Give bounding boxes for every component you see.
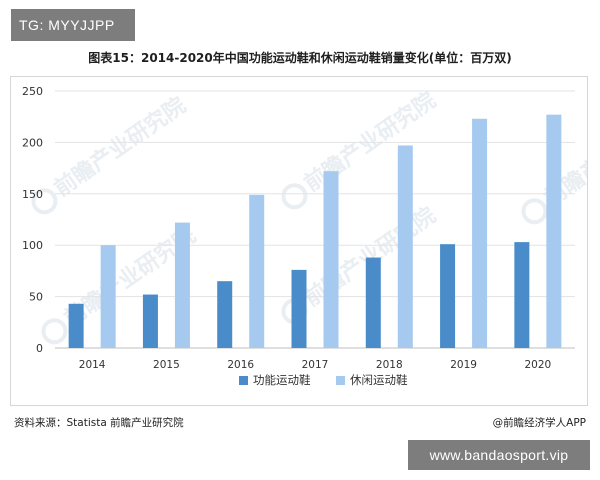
- bar-casual: [100, 245, 116, 348]
- bar-functional: [440, 244, 456, 348]
- gridlines: [55, 90, 575, 349]
- legend-label: 休闲运动鞋: [350, 373, 408, 387]
- bar-functional: [365, 257, 381, 348]
- credit-text: @前瞻经济学人APP: [492, 417, 586, 429]
- legend-swatch-casual: [336, 376, 345, 385]
- watermark-circle: [41, 318, 68, 345]
- y-tick-label: 250: [22, 85, 43, 98]
- bar-casual: [249, 194, 265, 348]
- x-tick-label: 2020: [524, 359, 551, 371]
- x-tick-label: 2017: [302, 359, 329, 371]
- x-axis-ticks: 2014 2015 2016 2017 2018 2019 2020: [79, 359, 551, 371]
- bar-casual: [323, 171, 339, 348]
- x-tick-label: 2015: [153, 359, 180, 371]
- top-watermark-tag: TG: MYYJJPP: [11, 9, 135, 41]
- bar-functional: [514, 242, 530, 348]
- legend-swatch-functional: [239, 376, 248, 385]
- legend: 功能运动鞋 休闲运动鞋: [239, 373, 408, 387]
- watermark-circle: [521, 198, 548, 225]
- x-tick-label: 2014: [79, 359, 106, 371]
- watermark-circle: [281, 183, 308, 210]
- bar-functional: [217, 281, 233, 348]
- bar-functional: [142, 294, 158, 348]
- x-tick-label: 2016: [227, 359, 254, 371]
- source-line: 资料来源：Statista 前瞻产业研究院 @前瞻经济学人APP: [10, 415, 590, 433]
- watermark-circle: [31, 188, 58, 215]
- x-tick-label: 2018: [376, 359, 403, 371]
- bar-functional: [68, 303, 84, 348]
- watermark-logo: 前瞻产业研究院: [31, 92, 191, 215]
- y-tick-label: 200: [22, 136, 43, 149]
- y-tick-label: 100: [22, 239, 43, 252]
- chart-title: 图表15：2014-2020年中国功能运动鞋和休闲运动鞋销量变化(单位：百万双): [88, 51, 512, 65]
- y-axis-ticks: 0 50 100 150 200 250: [22, 85, 43, 355]
- bar-casual: [397, 145, 413, 348]
- chart-frame: 前瞻产业研究院 前瞻产业研究院 前瞻产业研究院 前瞻产业研究院 前瞻产业研究院 0 50 1…: [10, 76, 588, 406]
- watermark-text: 前瞻产业研究院: [50, 92, 191, 202]
- source-text: 资料来源：Statista 前瞻产业研究院: [14, 417, 184, 429]
- bar-casual: [472, 118, 488, 348]
- bottom-watermark-tag: www.bandaosport.vip: [408, 440, 590, 470]
- bar-functional: [291, 269, 307, 348]
- y-tick-label: 150: [22, 188, 43, 201]
- y-tick-label: 50: [29, 291, 43, 304]
- bar-casual: [174, 222, 190, 348]
- x-tick-label: 2019: [450, 359, 477, 371]
- bars: [68, 114, 562, 348]
- bar-casual: [546, 114, 562, 348]
- legend-label: 功能运动鞋: [253, 373, 311, 387]
- y-tick-label: 0: [36, 342, 43, 355]
